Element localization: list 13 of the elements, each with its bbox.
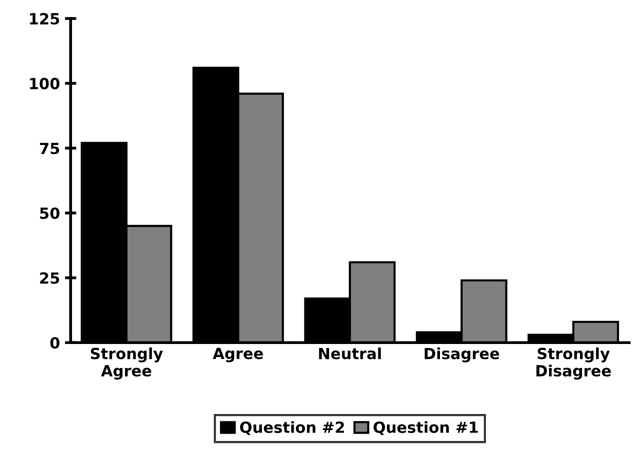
- x-tick-label: Disagree: [424, 347, 500, 362]
- x-tick-label: Strongly Agree: [90, 347, 163, 380]
- legend-label: Question #1: [374, 421, 478, 436]
- y-tick-label: 25: [40, 272, 60, 284]
- x-tick-label: Strongly Disagree: [536, 347, 611, 380]
- y-tick-label: 50: [40, 207, 60, 219]
- y-tick-label: 125: [30, 12, 60, 25]
- y-tick-label: 100: [30, 78, 60, 90]
- y-tick-label: 75: [40, 142, 60, 154]
- legend-label: Question #2: [240, 421, 344, 436]
- y-tick-label: 0: [50, 337, 60, 349]
- x-tick-label: Agree: [212, 348, 263, 362]
- x-tick-label: Neutral: [319, 347, 381, 360]
